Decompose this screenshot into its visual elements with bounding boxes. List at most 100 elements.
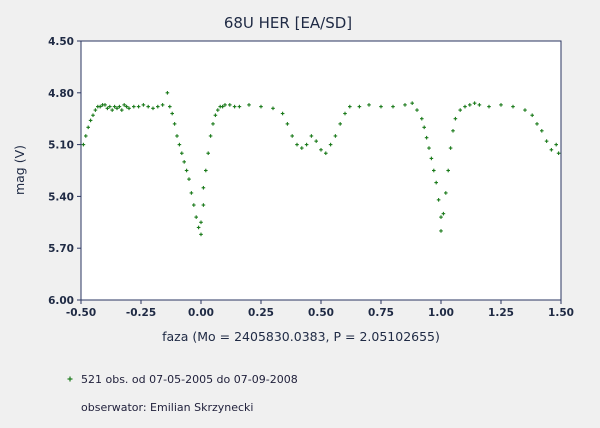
- data-point: [103, 103, 107, 107]
- data-point: [117, 104, 122, 109]
- data-point: [196, 225, 201, 230]
- data-point: [549, 147, 554, 152]
- data-point: [199, 220, 203, 225]
- data-point: [427, 146, 431, 150]
- data-point: [422, 125, 426, 130]
- data-point: [285, 122, 290, 126]
- data-point: [511, 104, 515, 109]
- data-point: [477, 103, 482, 107]
- data-point: [182, 160, 186, 164]
- data-point: [115, 106, 119, 111]
- data-point: [91, 113, 95, 118]
- data-point: [220, 104, 225, 109]
- legend: 521 obs. od 07-05-2005 do 07-09-2008 obs…: [67, 373, 298, 414]
- data-point: [208, 134, 213, 138]
- y-tick-label: 5.70: [48, 243, 74, 255]
- data-point: [444, 191, 448, 195]
- data-point: [232, 104, 237, 109]
- legend-obs-text: 521 obs. od 07-05-2005 do 07-09-2008: [81, 373, 298, 386]
- data-point: [523, 108, 527, 112]
- data-point: [324, 151, 328, 156]
- data-point: [122, 103, 126, 107]
- data-point: [328, 142, 333, 147]
- data-point: [84, 134, 88, 138]
- data-point: [357, 104, 362, 109]
- data-point: [451, 128, 455, 133]
- data-point: [424, 135, 429, 140]
- data-point: [468, 103, 472, 107]
- data-point: [458, 108, 462, 112]
- data-point: [189, 191, 194, 195]
- data-point: [192, 203, 196, 207]
- data-point: [141, 103, 146, 107]
- x-tick-label: 0.75: [368, 307, 394, 319]
- data-point: [223, 103, 227, 107]
- data-point: [247, 103, 251, 107]
- legend-marker-icon: [67, 376, 73, 382]
- data-point: [146, 104, 150, 109]
- data-point: [127, 106, 131, 111]
- data-point: [420, 116, 424, 121]
- plot-frame: [80, 40, 562, 301]
- data-point: [290, 134, 294, 138]
- y-tick-label: 4.50: [48, 36, 74, 48]
- data-point: [343, 111, 347, 116]
- data-point: [499, 103, 503, 107]
- data-point: [348, 104, 352, 109]
- data-point: [544, 139, 549, 143]
- data-point: [540, 128, 544, 133]
- data-point: [93, 108, 98, 112]
- y-tick-label: 5.10: [48, 140, 74, 152]
- data-point: [439, 229, 443, 233]
- data-point: [112, 104, 117, 109]
- data-point: [530, 113, 534, 118]
- data-point: [280, 111, 285, 116]
- data-point: [319, 147, 323, 152]
- data-point: [156, 104, 160, 109]
- data-point: [429, 156, 434, 161]
- data-point: [403, 103, 407, 107]
- data-point: [432, 168, 436, 173]
- data-point: [309, 134, 314, 138]
- x-tick-label: -0.50: [66, 307, 96, 319]
- data-point: [151, 106, 155, 111]
- data-point: [333, 134, 338, 138]
- x-tick-label: -0.25: [126, 307, 156, 319]
- x-tick-label: 1.00: [428, 307, 454, 319]
- data-point: [237, 104, 242, 109]
- data-point: [446, 168, 450, 173]
- data-point: [88, 118, 93, 123]
- data-point: [441, 211, 446, 216]
- data-point: [554, 142, 558, 147]
- data-point: [436, 198, 441, 202]
- data-point: [172, 122, 177, 126]
- x-axis-label: faza (Mo = 2405830.0383, P = 2.05102655): [162, 329, 440, 344]
- data-point: [379, 104, 383, 109]
- data-point: [175, 134, 179, 138]
- data-point: [132, 104, 136, 109]
- data-point: [410, 101, 414, 105]
- data-point: [367, 103, 371, 107]
- data-point: [211, 122, 215, 126]
- data-point: [165, 91, 170, 95]
- data-point: [439, 215, 443, 219]
- data-point: [201, 185, 206, 190]
- x-tick-label: 1.25: [488, 307, 514, 319]
- data-point: [124, 104, 129, 109]
- data-point: [194, 215, 198, 219]
- data-point: [184, 168, 189, 173]
- x-tick-label: 1.50: [548, 307, 574, 319]
- data-point: [98, 104, 102, 109]
- y-tick-label: 4.80: [48, 88, 74, 100]
- data-point: [295, 142, 299, 147]
- data-point: [228, 103, 232, 107]
- y-tick-label: 5.40: [48, 191, 74, 203]
- data-point: [170, 111, 174, 116]
- data-point: [314, 139, 318, 143]
- y-tick-label: 6.00: [48, 295, 74, 307]
- data-point: [110, 108, 114, 112]
- data-point: [535, 122, 539, 126]
- data-point: [338, 122, 342, 126]
- data-point: [434, 180, 438, 185]
